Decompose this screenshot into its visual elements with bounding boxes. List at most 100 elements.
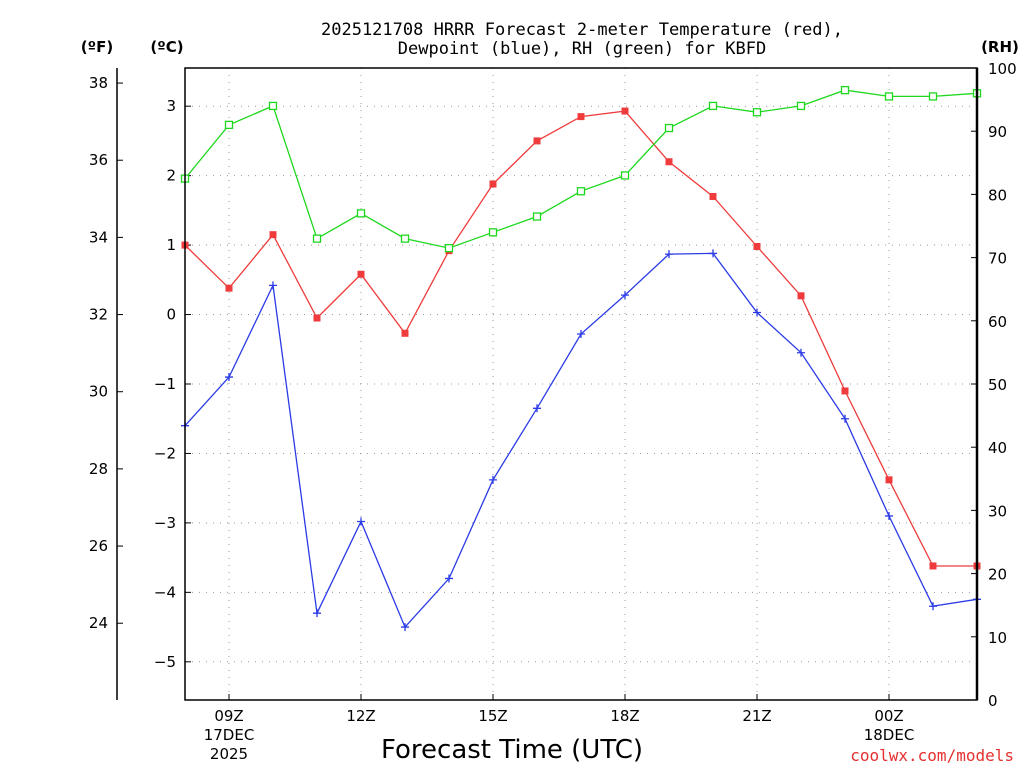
relative-humidity-point (356, 209, 366, 218)
relative-humidity-point (488, 228, 498, 237)
celsius-unit-label: (ºC) (150, 38, 183, 56)
dewpoint-point (885, 511, 893, 520)
dewpoint-point (225, 373, 233, 382)
chart-title-line-2: Dewpoint (blue), RH (green) for KBFD (398, 39, 766, 59)
rh-tick-label: 40 (988, 439, 1007, 457)
rh-tick-label: 100 (988, 60, 1017, 78)
dewpoint-point (533, 404, 541, 413)
2-meter-temperature-point (929, 562, 937, 570)
relative-humidity-point (400, 234, 410, 243)
dewpoint-point (489, 475, 497, 484)
chart-title: 2025121708 HRRR Forecast 2-meter Tempera… (321, 20, 843, 59)
celsius-tick-label: 3 (166, 97, 176, 115)
rh-tick-label: 0 (988, 692, 998, 710)
2-meter-temperature-line (184, 110, 977, 567)
2-meter-temperature-point (357, 270, 365, 278)
2-meter-temperature-point (577, 113, 585, 121)
grid-lines (185, 68, 977, 700)
2-meter-temperature-point (401, 329, 409, 337)
dewpoint-point (313, 609, 321, 618)
rh-tick-label: 70 (988, 250, 1007, 268)
2-meter-temperature-point (313, 314, 321, 322)
2-meter-temperature-point (269, 231, 277, 239)
dewpoint-point (357, 517, 365, 526)
fahrenheit-tick-label: 28 (89, 460, 108, 478)
fahrenheit-tick-label: 30 (89, 383, 108, 401)
2-meter-temperature-point (533, 137, 541, 145)
dewpoint-point (577, 329, 585, 338)
relative-humidity-point (576, 187, 586, 196)
2-meter-temperature-point (709, 192, 717, 200)
celsius-tick-label: −2 (154, 444, 176, 462)
time-tick-label: 21Z (742, 707, 771, 725)
time-tick-label: 18DEC (864, 726, 915, 744)
rh-tick-label: 30 (988, 502, 1007, 520)
fahrenheit-tick-label: 38 (89, 74, 108, 92)
relative-humidity-point (840, 85, 850, 95)
2-meter-temperature-point (753, 242, 761, 250)
series-layer (180, 85, 982, 632)
time-tick-label: 09Z (214, 707, 243, 725)
rh-unit-label: (RH) (981, 38, 1019, 56)
fahrenheit-tick-label: 34 (89, 228, 108, 246)
fahrenheit-tick-label: 24 (89, 614, 108, 632)
dewpoint-point (665, 250, 673, 259)
time-tick-label: 12Z (346, 707, 375, 725)
dewpoint-line (184, 252, 978, 629)
relative-humidity-point (532, 212, 542, 221)
time-tick-label: 2025 (210, 745, 248, 763)
2-meter-temperature-point (621, 107, 629, 115)
plot-frame (184, 67, 978, 701)
fahrenheit-axis: 38 36 34 32 30 28 26 24 (89, 74, 123, 632)
celsius-tick-label: 2 (166, 167, 176, 185)
dewpoint-point (269, 281, 277, 290)
relative-humidity-point (796, 101, 806, 111)
relative-humidity-point (312, 234, 322, 243)
relative-humidity-point (664, 123, 674, 133)
celsius-tick-label: 1 (166, 236, 176, 254)
time-tick-label: 18Z (610, 707, 639, 725)
relative-humidity-point (708, 101, 718, 111)
rh-tick-label: 10 (988, 629, 1007, 647)
relative-humidity-point (620, 171, 630, 180)
dewpoint-point (621, 291, 629, 300)
time-tick-label: 17DEC (204, 726, 255, 744)
relative-humidity-point (752, 108, 762, 117)
dewpoint-point (929, 602, 937, 611)
rh-tick-label: 90 (988, 123, 1007, 141)
celsius-tick-label: −4 (154, 583, 176, 601)
celsius-tick-label: −1 (154, 375, 176, 393)
dewpoint-point (401, 623, 409, 632)
celsius-axis: 3 2 1 0 −1 −2 −3 −4 −5 (154, 97, 191, 671)
2-meter-temperature-point (665, 158, 673, 166)
relative-humidity-point (444, 243, 454, 253)
2-meter-temperature-point (797, 292, 805, 300)
fahrenheit-tick-label: 32 (89, 306, 108, 324)
x-axis-label: Forecast Time (UTC) (381, 735, 643, 765)
dewpoint-point (841, 414, 849, 423)
time-tick-label: 15Z (478, 707, 507, 725)
fahrenheit-tick-label: 36 (89, 151, 108, 169)
chart-title-line-1: 2025121708 HRRR Forecast 2-meter Tempera… (321, 20, 843, 40)
rh-tick-label: 50 (988, 376, 1007, 394)
credit-text: coolwx.com/models (850, 746, 1014, 765)
relative-humidity-series (180, 85, 982, 253)
celsius-tick-label: −5 (154, 653, 176, 671)
2-meter-temperature-point (225, 284, 233, 292)
fahrenheit-unit-label: (ºF) (81, 38, 113, 56)
relative-humidity-point (224, 120, 234, 130)
celsius-tick-label: 0 (166, 306, 176, 324)
rh-tick-label: 20 (988, 566, 1007, 584)
dewpoint-series (181, 249, 981, 632)
2-meter-temperature-point (489, 180, 497, 188)
2-meter-temperature-point (885, 476, 893, 484)
fahrenheit-tick-label: 26 (89, 537, 108, 555)
time-tick-label: 00Z (874, 707, 903, 725)
2-meter-temperature-point (841, 387, 849, 395)
rh-tick-label: 80 (988, 186, 1007, 204)
dewpoint-point (709, 249, 717, 258)
dewpoint-point (797, 348, 805, 357)
